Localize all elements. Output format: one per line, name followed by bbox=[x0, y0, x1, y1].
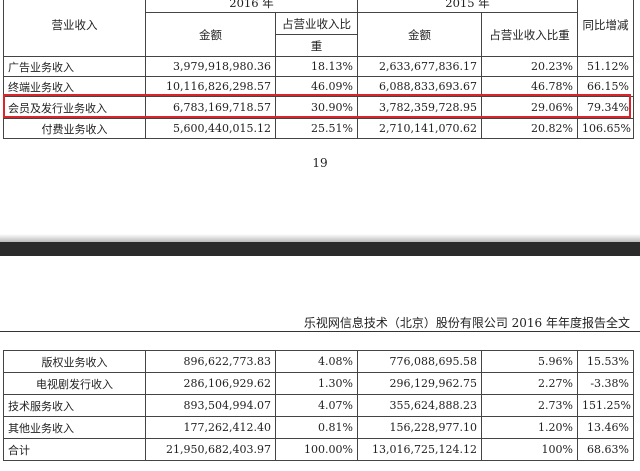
yoy: 68.63% bbox=[577, 438, 634, 461]
header-amount-2016: 金额 bbox=[145, 12, 276, 57]
row-label: 其他业务收入 bbox=[3, 416, 146, 439]
amount-2016: 286,106,929.62 bbox=[145, 372, 276, 395]
pct-2016: 1.30% bbox=[275, 372, 358, 395]
amount-2015: 2,633,677,836.17 bbox=[357, 56, 482, 77]
pct-2016: 4.07% bbox=[275, 394, 358, 417]
pct-2016: 0.81% bbox=[275, 416, 358, 439]
row-label: 会员及发行业务收入 bbox=[3, 96, 146, 119]
yoy: 51.12% bbox=[577, 56, 634, 77]
amount-2015: 156,228,977.10 bbox=[357, 416, 482, 439]
row-label: 广告业务收入 bbox=[3, 56, 146, 77]
amount-2016: 3,979,918,980.36 bbox=[145, 56, 276, 77]
yoy: 66.15% bbox=[577, 76, 634, 97]
row-label: 版权业务收入 bbox=[3, 350, 146, 373]
table-row: 技术服务收入 893,504,994.07 4.07% 355,624,888.… bbox=[3, 394, 634, 417]
amount-2016: 21,950,682,403.97 bbox=[145, 438, 276, 461]
amount-2015: 776,088,695.58 bbox=[357, 350, 482, 373]
header-2016: 2016 年 bbox=[145, 0, 358, 13]
table-row: 付费业务收入 5,600,440,015.12 25.51% 2,710,141… bbox=[3, 118, 634, 139]
row-label: 电视剧发行收入 bbox=[3, 372, 146, 395]
yoy: 13.46% bbox=[577, 416, 634, 439]
pct-2016: 25.51% bbox=[275, 118, 358, 139]
revenue-table-bottom: 版权业务收入 896,622,773.83 4.08% 776,088,695.… bbox=[3, 350, 634, 461]
yoy: 106.65% bbox=[577, 118, 634, 139]
table-row: 其他业务收入 177,262,412.40 0.81% 156,228,977.… bbox=[3, 416, 634, 439]
page-number: 19 bbox=[312, 156, 328, 170]
yoy: 151.25% bbox=[577, 394, 634, 417]
table-row-highlighted: 会员及发行业务收入 6,783,169,718.57 30.90% 3,782,… bbox=[3, 96, 634, 119]
page-break-bar bbox=[0, 242, 640, 256]
pct-2015: 1.20% bbox=[481, 416, 578, 439]
header-ratio-2016: 占营业收入比 bbox=[275, 12, 358, 35]
page-break-shadow bbox=[0, 234, 640, 242]
pct-2015: 2.27% bbox=[481, 372, 578, 395]
table-row: 终端业务收入 10,116,826,298.57 46.09% 6,088,83… bbox=[3, 76, 634, 97]
pct-2016: 46.09% bbox=[275, 76, 358, 97]
row-label: 付费业务收入 bbox=[3, 118, 146, 139]
yoy: 15.53% bbox=[577, 350, 634, 373]
amount-2015: 296,129,962.75 bbox=[357, 372, 482, 395]
row-label: 合计 bbox=[3, 438, 146, 461]
row-label: 技术服务收入 bbox=[3, 394, 146, 417]
header-yoy: 同比增减 bbox=[577, 0, 634, 57]
amount-2015: 13,016,725,124.12 bbox=[357, 438, 482, 461]
amount-2015: 355,624,888.23 bbox=[357, 394, 482, 417]
header-rule bbox=[0, 331, 640, 332]
pct-2015: 100% bbox=[481, 438, 578, 461]
amount-2016: 177,262,412.40 bbox=[145, 416, 276, 439]
pct-2015: 46.78% bbox=[481, 76, 578, 97]
pct-2015: 5.96% bbox=[481, 350, 578, 373]
header-ratio-2016-cont: 重 bbox=[275, 34, 358, 57]
table-row-total: 合计 21,950,682,403.97 100.00% 13,016,725,… bbox=[3, 438, 634, 461]
pct-2015: 29.06% bbox=[481, 96, 578, 119]
pct-2015: 20.82% bbox=[481, 118, 578, 139]
pct-2015: 2.73% bbox=[481, 394, 578, 417]
row-label: 终端业务收入 bbox=[3, 76, 146, 97]
pct-2016: 100.00% bbox=[275, 438, 358, 461]
table-row: 广告业务收入 3,979,918,980.36 18.13% 2,633,677… bbox=[3, 56, 634, 77]
amount-2016: 5,600,440,015.12 bbox=[145, 118, 276, 139]
amount-2015: 6,088,833,693.67 bbox=[357, 76, 482, 97]
pct-2016: 30.90% bbox=[275, 96, 358, 119]
amount-2015: 2,710,141,070.62 bbox=[357, 118, 482, 139]
header-2015: 2015 年 bbox=[357, 0, 578, 13]
revenue-table-top: 营业收入 2016 年 2015 年 同比增减 金额 占营业收入比 金额 占营业… bbox=[3, 0, 634, 139]
pct-2016: 18.13% bbox=[275, 56, 358, 77]
document-title: 乐视网信息技术（北京）股份有限公司 2016 年年度报告全文 bbox=[303, 316, 630, 330]
header-amount-2015: 金额 bbox=[357, 12, 482, 57]
table-row: 电视剧发行收入 286,106,929.62 1.30% 296,129,962… bbox=[3, 372, 634, 395]
amount-2016: 10,116,826,298.57 bbox=[145, 76, 276, 97]
header-ratio-2015: 占营业收入比重 bbox=[481, 12, 578, 57]
amount-2016: 6,783,169,718.57 bbox=[145, 96, 276, 119]
amount-2016: 896,622,773.83 bbox=[145, 350, 276, 373]
amount-2015: 3,782,359,728.95 bbox=[357, 96, 482, 119]
yoy: -3.38% bbox=[577, 372, 634, 395]
amount-2016: 893,504,994.07 bbox=[145, 394, 276, 417]
header-revenue: 营业收入 bbox=[3, 0, 146, 57]
pct-2016: 4.08% bbox=[275, 350, 358, 373]
pct-2015: 20.23% bbox=[481, 56, 578, 77]
yoy: 79.34% bbox=[577, 96, 634, 119]
table-row: 版权业务收入 896,622,773.83 4.08% 776,088,695.… bbox=[3, 350, 634, 373]
